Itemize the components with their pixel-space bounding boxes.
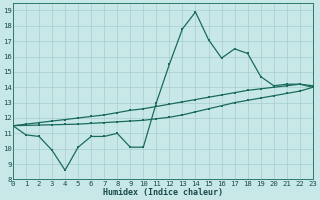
X-axis label: Humidex (Indice chaleur): Humidex (Indice chaleur)	[103, 188, 223, 197]
